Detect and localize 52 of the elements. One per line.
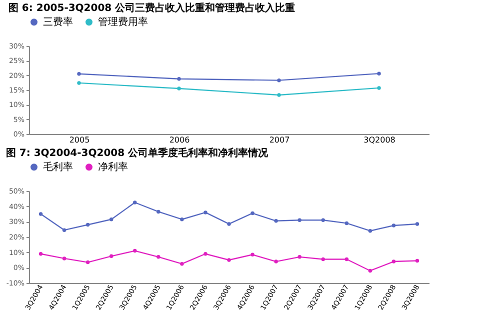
point [133,248,137,253]
point [156,255,160,259]
x-tick-label: 2006 [169,136,190,144]
point [368,268,372,273]
chart-title: 图 6: 2005-3Q2008 公司三费占收入比重和管理费占收入比重 [8,2,296,14]
point [277,93,281,97]
point [277,78,281,82]
x-tick-label: 2007 [269,136,290,144]
point [156,210,160,214]
point [368,229,372,233]
point [177,76,181,81]
legend-label: 毛利率 [43,161,73,174]
point [77,81,81,85]
point [62,256,66,260]
point [86,222,90,227]
point [227,258,231,262]
legend-label: 三费率 [43,16,73,28]
point [321,218,325,222]
point [377,72,381,76]
point [298,255,302,259]
point [344,257,349,262]
point [180,218,184,222]
point [38,252,43,256]
point [344,221,349,226]
point [392,224,396,228]
point [227,222,231,226]
chart-title: 图 7: 3Q2004-3Q2008 公司单季度毛利率和净利率情况 [6,147,270,159]
point [109,254,114,258]
legend-label: 净利率 [98,161,128,174]
point [377,86,381,90]
point [250,252,254,256]
point [274,219,278,223]
point [86,260,90,264]
point [321,257,325,262]
point [204,210,208,214]
point [250,211,254,216]
point [392,260,396,264]
point [62,228,66,232]
point [204,252,208,256]
point [133,200,137,204]
point [38,212,43,216]
point [177,86,181,90]
point [415,258,420,263]
point [77,72,81,76]
point [180,262,184,266]
point [274,260,278,264]
point [298,218,302,222]
point [109,218,114,222]
x-tick-label: 2005 [69,136,90,144]
point [415,222,420,226]
legend-label: 管理费用率 [98,16,148,28]
x-tick-label: 3Q2008 [364,136,396,144]
